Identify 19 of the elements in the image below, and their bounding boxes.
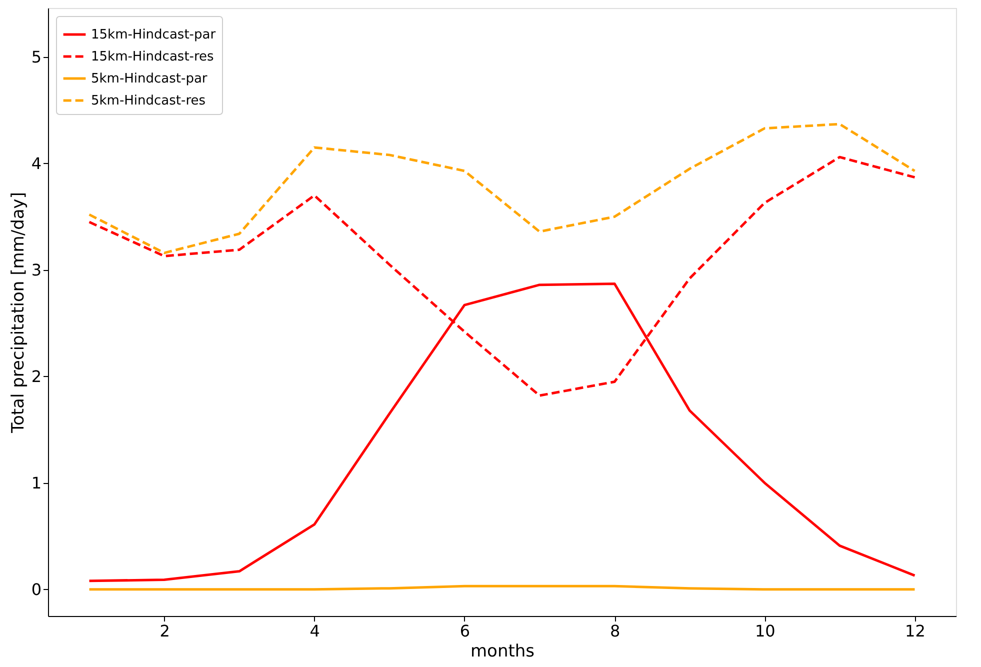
line-series bbox=[88, 122, 916, 254]
y-tick-label: 4 bbox=[31, 154, 42, 173]
legend-label: 5km-Hindcast-res bbox=[91, 94, 206, 108]
x-tick-label: 6 bbox=[460, 622, 470, 640]
y-tick-label: 0 bbox=[31, 580, 42, 599]
x-tick-label: 12 bbox=[905, 622, 926, 640]
y-tick-label: 5 bbox=[31, 47, 42, 66]
x-tick-label: 10 bbox=[754, 622, 776, 640]
legend-label: 5km-Hindcast-par bbox=[91, 72, 208, 86]
x-axis-title: months bbox=[470, 642, 535, 662]
x-tick-label: 8 bbox=[610, 622, 620, 640]
x-tick-label: 2 bbox=[160, 622, 170, 640]
y-tick-label: 1 bbox=[31, 473, 42, 492]
x-tick-label: 4 bbox=[310, 622, 320, 640]
legend-label: 15km-Hindcast-par bbox=[91, 28, 216, 42]
y-axis-title: Total precipitation [mm/day] bbox=[8, 192, 28, 434]
y-tick-label: 2 bbox=[31, 366, 42, 386]
legend-label: 15km-Hindcast-res bbox=[91, 50, 214, 64]
y-tick-label: 3 bbox=[31, 260, 42, 280]
